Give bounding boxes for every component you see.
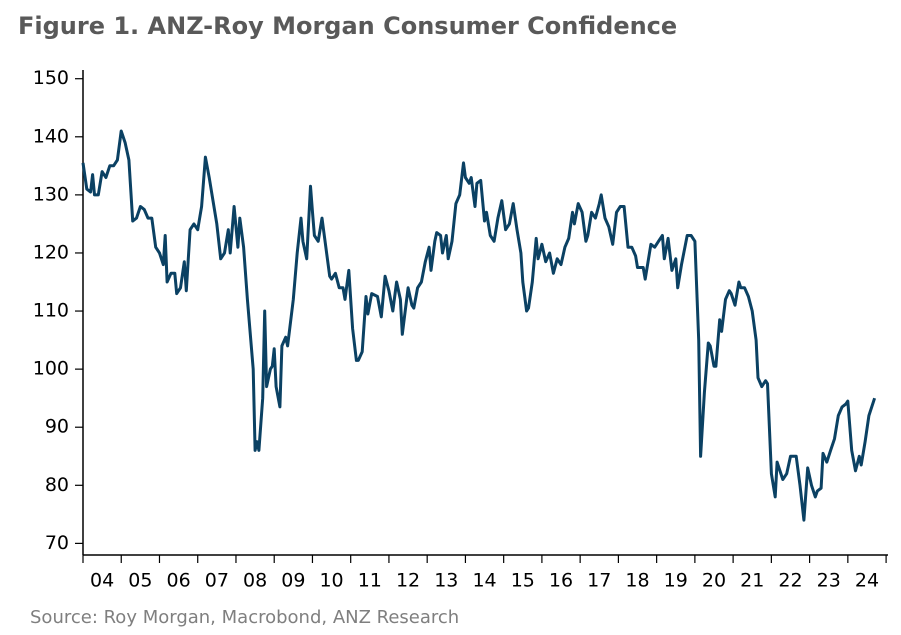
y-tick-label: 120 xyxy=(33,241,69,263)
x-tick-label: 16 xyxy=(549,570,573,592)
y-tick-label: 80 xyxy=(45,474,69,496)
x-tick-label: 24 xyxy=(855,570,879,592)
x-tick-label: 18 xyxy=(625,570,649,592)
y-tick-label: 110 xyxy=(33,300,69,322)
x-tick-label: 09 xyxy=(281,570,305,592)
x-tick-label: 04 xyxy=(90,570,114,592)
x-tick-label: 11 xyxy=(358,570,382,592)
x-tick-label: 14 xyxy=(472,570,496,592)
x-tick-label: 20 xyxy=(702,570,726,592)
x-tick-label: 12 xyxy=(396,570,420,592)
x-tick-label: 07 xyxy=(205,570,229,592)
x-tick-label: 05 xyxy=(128,570,152,592)
chart-title: Figure 1. ANZ-Roy Morgan Consumer Confid… xyxy=(18,12,677,40)
x-tick-label: 21 xyxy=(740,570,764,592)
y-tick-label: 100 xyxy=(33,358,69,380)
y-tick-label: 70 xyxy=(45,532,69,554)
y-tick-label: 90 xyxy=(45,416,69,438)
x-tick-label: 19 xyxy=(664,570,688,592)
x-tick-label: 23 xyxy=(817,570,841,592)
x-tick-label: 17 xyxy=(587,570,611,592)
y-tick-label: 130 xyxy=(33,183,69,205)
y-tick-label: 140 xyxy=(33,125,69,147)
x-tick-label: 06 xyxy=(167,570,191,592)
y-tick-label: 150 xyxy=(33,67,69,89)
x-tick-label: 08 xyxy=(243,570,267,592)
x-tick-label: 15 xyxy=(511,570,535,592)
x-tick-label: 22 xyxy=(778,570,802,592)
data-line xyxy=(81,129,877,522)
source-note: Source: Roy Morgan, Macrobond, ANZ Resea… xyxy=(30,607,459,628)
x-tick-label: 13 xyxy=(434,570,458,592)
x-tick-label: 10 xyxy=(319,570,343,592)
